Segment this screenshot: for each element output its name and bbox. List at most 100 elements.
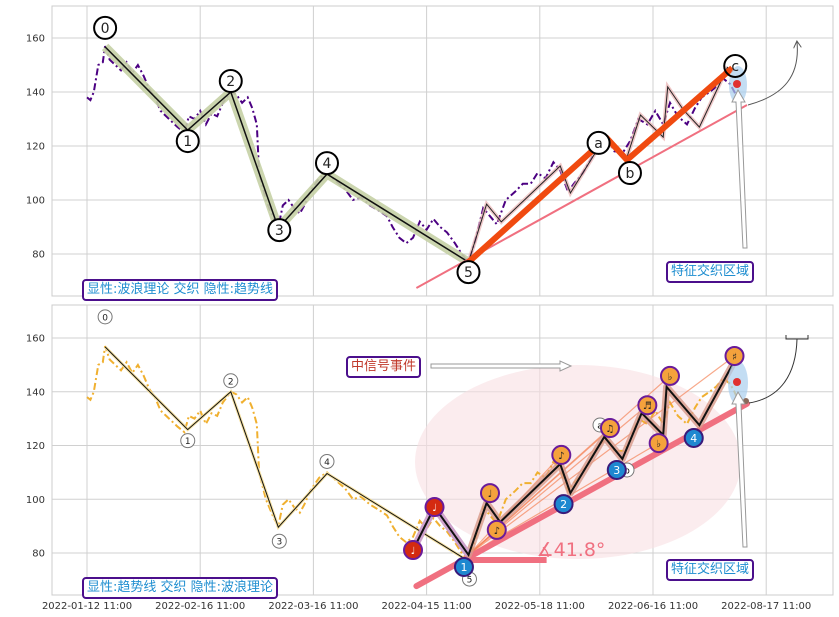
bottom-wave-label-circle-1 xyxy=(180,433,196,449)
bottom-wave-label-5: 5 xyxy=(467,576,473,586)
note-glyph: ♬ xyxy=(643,401,652,412)
note-glyph: ♪ xyxy=(558,451,564,462)
top-zone-text: 特征交织区域 xyxy=(671,264,750,279)
wave-label-1: 1 xyxy=(183,134,192,150)
note-glyph: ♭ xyxy=(668,372,673,383)
bottom-wave-line xyxy=(104,346,469,562)
bottom-wave-label-2: 2 xyxy=(228,377,234,387)
x-tick-label: 2022-06-16 11:00 xyxy=(608,601,698,612)
wave-label-circle-0 xyxy=(93,15,118,40)
bottom-zone-dot xyxy=(733,378,741,386)
top-plot-area xyxy=(51,5,834,297)
top-zone-label: 特征交织区域 xyxy=(666,261,755,283)
top-y-tick-label: 140 xyxy=(26,88,45,99)
bottom-up-arrow xyxy=(731,390,748,548)
note-glyph: ♫ xyxy=(605,424,614,435)
wave-label-0: 0 xyxy=(101,21,110,37)
bottom-zigzag-line xyxy=(412,362,735,558)
x-tick-label: 2022-08-17 11:00 xyxy=(721,601,811,612)
bottom-y-tick-label: 100 xyxy=(26,495,45,506)
trend-point-label-2: 2 xyxy=(560,498,567,511)
signal-event-label: 中信号事件 xyxy=(346,356,422,378)
note-glyph: ♩ xyxy=(411,546,416,557)
angle-label: ∡41.8° xyxy=(537,539,606,561)
bottom-legend-box: 显性:趋势线 交织 隐性:波浪理论 xyxy=(82,577,279,599)
x-tick-label: 2022-03-16 11:00 xyxy=(268,601,358,612)
bottom-wave-label-3: 3 xyxy=(276,538,282,548)
correction-label-circle-c xyxy=(723,53,748,78)
note-marker xyxy=(424,497,445,518)
x-tick-label: 2022-05-18 11:00 xyxy=(495,601,585,612)
bottom-correction-label-b: b xyxy=(624,467,630,477)
wave-label-circle-3 xyxy=(267,218,292,243)
top-up-arrow xyxy=(731,88,748,249)
note-glyph: ♪ xyxy=(494,526,500,537)
bottom-y-tick-label: 80 xyxy=(32,549,45,560)
top-legend-box: 显性:波浪理论 交织 隐性:趋势线 xyxy=(82,279,279,301)
top-y-tick-label: 160 xyxy=(26,34,45,45)
wave-label-circle-5 xyxy=(456,260,481,285)
top-abc-line xyxy=(466,65,735,265)
wave-label-5: 5 xyxy=(464,265,473,281)
correction-label-a: a xyxy=(594,136,603,152)
bottom-signal-ellipse xyxy=(415,365,741,559)
note-glyph: ♩ xyxy=(432,503,437,514)
trend-point-marker-3 xyxy=(606,459,627,480)
bottom-zone-label: 特征交织区域 xyxy=(666,559,755,581)
note-marker xyxy=(599,418,620,439)
bottom-wave-label-circle-3 xyxy=(271,533,287,549)
trend-point-label-4: 4 xyxy=(690,432,697,445)
correction-label-b: b xyxy=(626,166,635,182)
note-marker xyxy=(724,346,745,367)
correction-label-c: c xyxy=(731,59,739,75)
bottom-zone-text: 特征交织区域 xyxy=(671,562,750,577)
top-y-tick-label: 100 xyxy=(26,196,45,207)
wave-label-circle-2 xyxy=(218,69,243,93)
bottom-y-tick-label: 140 xyxy=(26,387,45,398)
bottom-wave-label-circle-4 xyxy=(319,453,335,469)
bottom-legend-text: 显性:趋势线 交织 隐性:波浪理论 xyxy=(87,580,274,595)
note-marker xyxy=(486,519,507,540)
correction-label-circle-a xyxy=(586,130,611,155)
bottom-wave-label-circle-0 xyxy=(97,309,113,325)
bottom-wave-label-circle-2 xyxy=(223,373,239,389)
bottom-curved-connector xyxy=(748,338,798,404)
bottom-y-tick-label: 120 xyxy=(26,441,45,452)
note-glyph: ♭ xyxy=(656,439,661,450)
note-marker xyxy=(551,444,572,465)
bottom-correction-label-a: a xyxy=(597,422,603,432)
note-glyph: ♩ xyxy=(488,489,493,500)
x-tick-label: 2022-01-12 11:00 xyxy=(42,601,132,612)
note-marker xyxy=(659,365,680,386)
correction-label-circle-b xyxy=(617,161,642,186)
wave-label-circle-4 xyxy=(314,151,339,176)
bottom-fan-line xyxy=(468,355,735,556)
top-legend-text: 显性:波浪理论 交织 隐性:趋势线 xyxy=(87,282,274,297)
x-tick-label: 2022-04-15 11:00 xyxy=(382,601,472,612)
trend-point-marker-2 xyxy=(553,494,574,515)
bottom-wave-label-0: 0 xyxy=(102,313,108,323)
note-glyph: ♯ xyxy=(732,352,737,363)
wave-label-3: 3 xyxy=(275,223,284,239)
signal-arrow xyxy=(430,360,573,372)
trend-point-label-3: 3 xyxy=(613,464,620,477)
top-wave-line xyxy=(104,46,469,263)
wave-label-2: 2 xyxy=(226,74,235,90)
wave-label-4: 4 xyxy=(323,156,332,172)
trend-point-marker-1 xyxy=(453,556,474,577)
top-y-tick-label: 80 xyxy=(32,250,45,261)
bottom-wave-label-1: 1 xyxy=(185,437,191,447)
wave-label-circle-1 xyxy=(175,129,200,154)
bottom-wave-label-4: 4 xyxy=(324,458,330,468)
bottom-y-tick-label: 160 xyxy=(26,334,45,345)
top-y-tick-label: 120 xyxy=(26,142,45,153)
note-marker xyxy=(403,540,424,561)
x-tick-label: 2022-02-16 11:00 xyxy=(155,601,245,612)
note-marker xyxy=(479,483,500,504)
top-zone-dot xyxy=(733,80,741,88)
note-marker xyxy=(637,395,658,416)
trend-point-marker-4 xyxy=(683,427,704,448)
top-curved-arrow xyxy=(747,42,797,106)
